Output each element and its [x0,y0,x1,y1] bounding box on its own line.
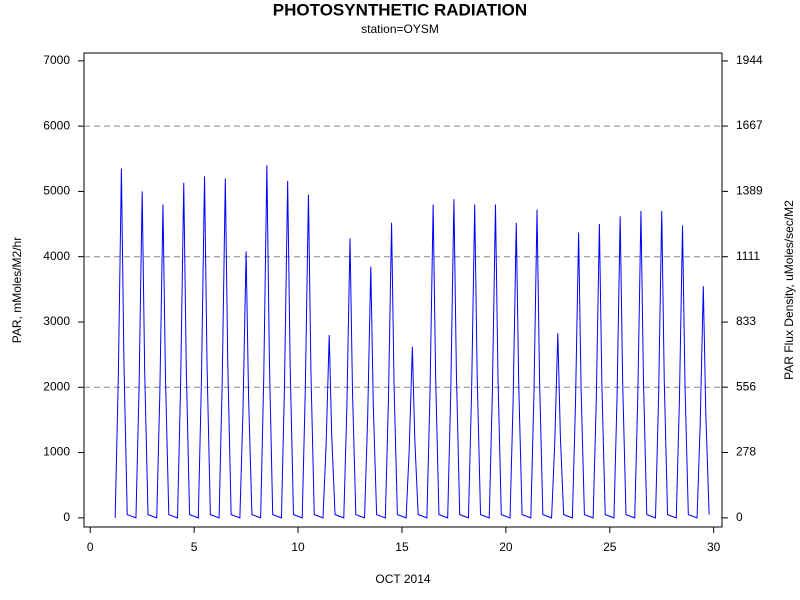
y2-tick-label: 278 [736,445,756,459]
y2-tick-label: 1389 [736,184,763,198]
y-tick-label: 1000 [43,445,70,459]
x-tick-label: 30 [707,540,721,554]
y2-axis-label: PAR Flux Density, uMoles/sec/M2 [782,200,796,380]
y-tick-label: 0 [63,510,70,524]
y2-tick-label: 556 [736,379,756,393]
y2-tick-label: 833 [736,314,756,328]
x-axis-label: OCT 2014 [375,572,430,586]
chart-title: PHOTOSYNTHETIC RADIATION [273,0,527,19]
y2-tick-label: 1111 [736,249,760,263]
y2-tick-label: 0 [736,510,743,524]
x-tick-label: 10 [291,540,305,554]
y-tick-label: 3000 [43,314,70,328]
y2-tick-label: 1944 [736,53,763,67]
y-tick-label: 2000 [43,379,70,393]
y-tick-label: 6000 [43,118,70,132]
x-tick-label: 25 [603,540,617,554]
y-tick-label: 7000 [43,53,70,67]
data-line [114,165,710,519]
chart-subtitle: station=OYSM [361,22,439,36]
y-axis-label: PAR, mMoles/M2/hr [10,237,24,343]
x-tick-label: 20 [499,540,513,554]
x-tick-label: 5 [191,540,198,554]
y-tick-label: 4000 [43,249,70,263]
x-tick-label: 15 [395,540,409,554]
y2-tick-label: 1667 [736,118,763,132]
x-tick-label: 0 [87,540,94,554]
plot-frame [83,52,723,528]
y-tick-label: 5000 [43,184,70,198]
